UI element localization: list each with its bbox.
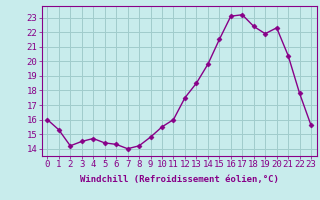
X-axis label: Windchill (Refroidissement éolien,°C): Windchill (Refroidissement éolien,°C) — [80, 175, 279, 184]
